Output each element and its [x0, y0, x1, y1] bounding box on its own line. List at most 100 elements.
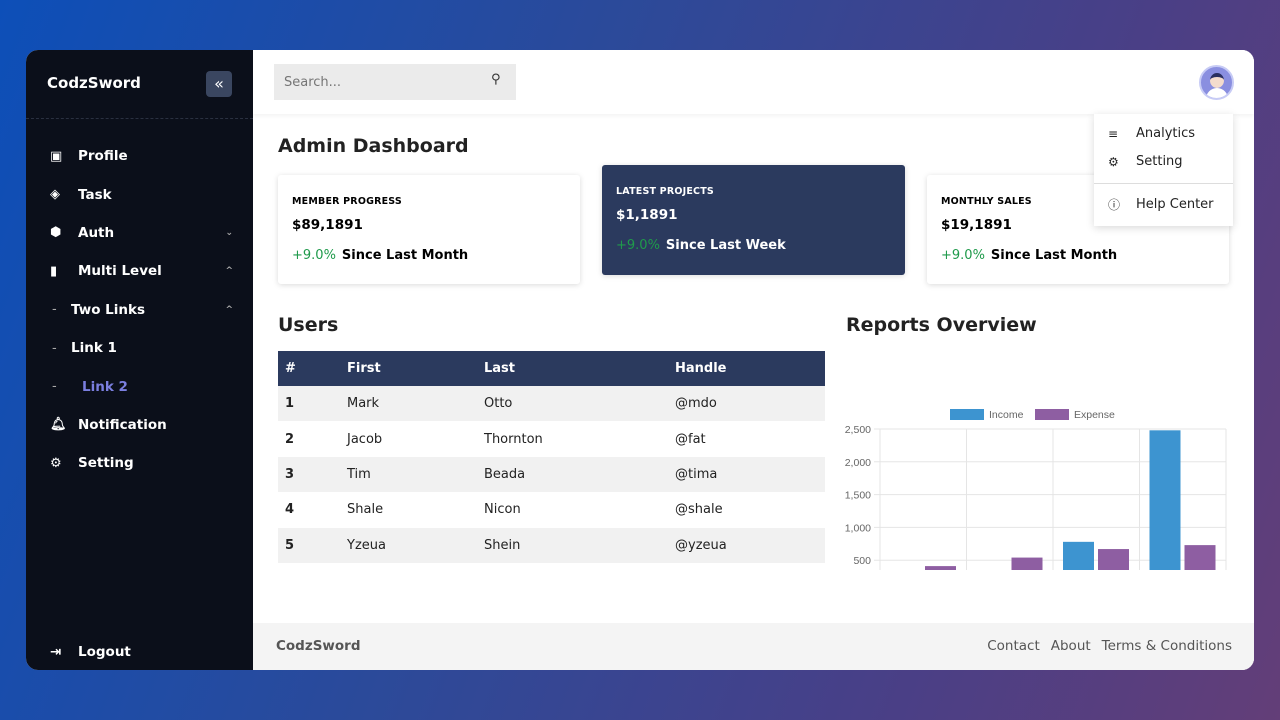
table-cell: Beada — [477, 456, 668, 493]
table-row: 5 Yzeua Shein @yzeua — [278, 527, 825, 563]
user-menu: ≡ Analytics ⚙ Setting ⓘ Help Center — [1094, 114, 1233, 226]
divider — [26, 118, 253, 119]
bar-expense — [1098, 549, 1129, 570]
card-period: Since Last Week — [665, 238, 786, 253]
label: Link 2 — [82, 378, 128, 395]
footer-link-terms[interactable]: Terms & Conditions — [1101, 638, 1232, 654]
table-cell: @yzeua — [668, 527, 825, 563]
app-window: CodzSword « ▣ Profile ◈ Task ⬢ Auth ⌄ ▮ Multi… — [26, 50, 1254, 670]
dash-icon: - — [52, 379, 57, 395]
reports-title: Reports Overview — [846, 314, 1037, 336]
table-cell: @mdo — [668, 386, 825, 422]
sidebar: CodzSword « ▣ Profile ◈ Task ⬢ Auth ⌄ ▮ Multi… — [26, 50, 253, 670]
collapse-sidebar-button[interactable]: « — [206, 71, 232, 97]
bar-income — [1149, 430, 1181, 570]
label: Multi Level — [78, 263, 162, 280]
table-cell: 3 — [278, 456, 340, 493]
sidebar-item-setting[interactable]: ⚙ Setting — [26, 444, 253, 482]
logout-icon: ⇥ — [50, 644, 62, 660]
menu-item-help-center[interactable]: ⓘ Help Center — [1108, 196, 1214, 213]
dash-icon: - — [52, 340, 57, 356]
sidebar-item-notification[interactable]: 🔔︎ Notification — [26, 406, 253, 444]
legend-label: Expense — [1074, 409, 1115, 421]
y-tick-label: 2,000 — [845, 457, 871, 469]
sidebar-item-link-2[interactable]: - Link 2 — [26, 367, 253, 405]
bar-chart-icon: ▮ — [50, 263, 58, 279]
stat-card-latest-projects: LATEST PROJECTS $1,1891 +9.0% Since Last … — [602, 165, 905, 275]
label: Analytics — [1136, 126, 1196, 141]
gear-icon: ⚙ — [50, 455, 62, 471]
table-cell: @tima — [668, 456, 825, 493]
chevron-down-icon: ⌄ — [225, 227, 233, 238]
sidebar-item-profile[interactable]: ▣ Profile — [26, 137, 253, 175]
label: Task — [78, 186, 112, 203]
table-cell: 2 — [285, 431, 295, 447]
y-tick-label: 500 — [853, 555, 871, 567]
footer-link-contact[interactable]: Contact — [987, 638, 1040, 654]
table-cell: Otto — [477, 386, 668, 422]
legend-label: Income — [989, 409, 1024, 421]
sidebar-item-auth[interactable]: ⬢ Auth ⌄ — [26, 214, 253, 252]
table-cell: Yzeua — [340, 527, 477, 563]
card-change: +9.0% — [941, 248, 985, 263]
menu-item-analytics[interactable]: ≡ Analytics — [1108, 126, 1195, 141]
layers-icon: ◈ — [50, 187, 60, 203]
brand-logo: CodzSword — [47, 74, 141, 92]
label: Two Links — [71, 301, 146, 318]
footer-link-about[interactable]: About — [1050, 638, 1091, 654]
table-cell: 4 — [285, 502, 295, 518]
table-row: 4 Shale Nicon @shale — [278, 492, 825, 527]
card-value: $19,1891 — [941, 217, 1012, 233]
menu-item-setting[interactable]: ⚙ Setting — [1108, 154, 1183, 169]
table-row: 1 Mark Otto @mdo — [278, 386, 825, 422]
table-cell: 1 — [278, 386, 340, 422]
table-row: 3 Tim Beada @tima — [278, 456, 825, 493]
table-cell: Nicon — [484, 502, 521, 518]
label: Link 1 — [71, 340, 117, 357]
stat-card-member-progress: MEMBER PROGRESS $89,1891 +9.0% Since Last… — [278, 175, 580, 284]
card-change: +9.0% — [292, 248, 336, 263]
top-bar: ⚲ — [253, 50, 1254, 114]
table-cell: @shale — [675, 502, 723, 518]
bar-income — [1063, 541, 1094, 570]
y-tick-label: 2,500 — [845, 424, 871, 436]
help-icon: ⓘ — [1108, 198, 1121, 212]
table-cell: Mark — [340, 386, 477, 422]
bar-expense — [1184, 545, 1216, 570]
bar-expense — [925, 566, 956, 570]
label: Profile — [78, 148, 128, 165]
sidebar-item-two-links[interactable]: - Two Links ^ — [26, 291, 253, 329]
divider — [1094, 183, 1233, 184]
card-title: MONTHLY SALES — [941, 196, 1032, 207]
card-change: +9.0% — [616, 238, 660, 253]
legend-swatch — [1035, 409, 1069, 420]
table-cell: @fat — [675, 431, 706, 447]
dash-icon: - — [52, 302, 57, 318]
label: Logout — [78, 644, 131, 660]
logout-button[interactable]: ⇥ Logout — [50, 644, 131, 660]
search-input[interactable] — [274, 64, 516, 100]
reports-bar-chart: 05001,0001,5002,0002,5001900195019992050… — [845, 409, 1227, 570]
table-cell: Shein — [477, 527, 668, 563]
footer: CodzSword Contact About Terms & Conditio… — [253, 623, 1254, 670]
chevron-up-icon: ^ — [225, 304, 233, 315]
users-table: # First Last Handle 1 Mark Otto @mdo 2 Jacob T… — [278, 351, 825, 563]
column-header: First — [340, 351, 477, 386]
sidebar-item-task[interactable]: ◈ Task — [26, 175, 253, 213]
footer-brand: CodzSword — [276, 638, 361, 654]
label: Help Center — [1136, 197, 1214, 212]
table-row: 2 Jacob Thornton @fat — [278, 421, 825, 456]
sidebar-item-link-1[interactable]: - Link 1 — [26, 329, 253, 367]
database-icon: ≡ — [1108, 126, 1119, 141]
avatar[interactable] — [1199, 65, 1234, 100]
profile-icon: ▣ — [50, 148, 63, 164]
table-cell: 5 — [278, 527, 340, 563]
card-value: $1,1891 — [616, 207, 678, 223]
search-icon[interactable]: ⚲ — [491, 72, 501, 87]
table-cell: Jacob — [347, 431, 383, 447]
y-tick-label: 1,500 — [845, 490, 871, 502]
card-value: $89,1891 — [292, 217, 363, 233]
label: Setting — [1136, 154, 1183, 169]
sidebar-item-multi-level[interactable]: ▮ Multi Level ^ — [26, 252, 253, 290]
page-title: Admin Dashboard — [278, 135, 469, 157]
